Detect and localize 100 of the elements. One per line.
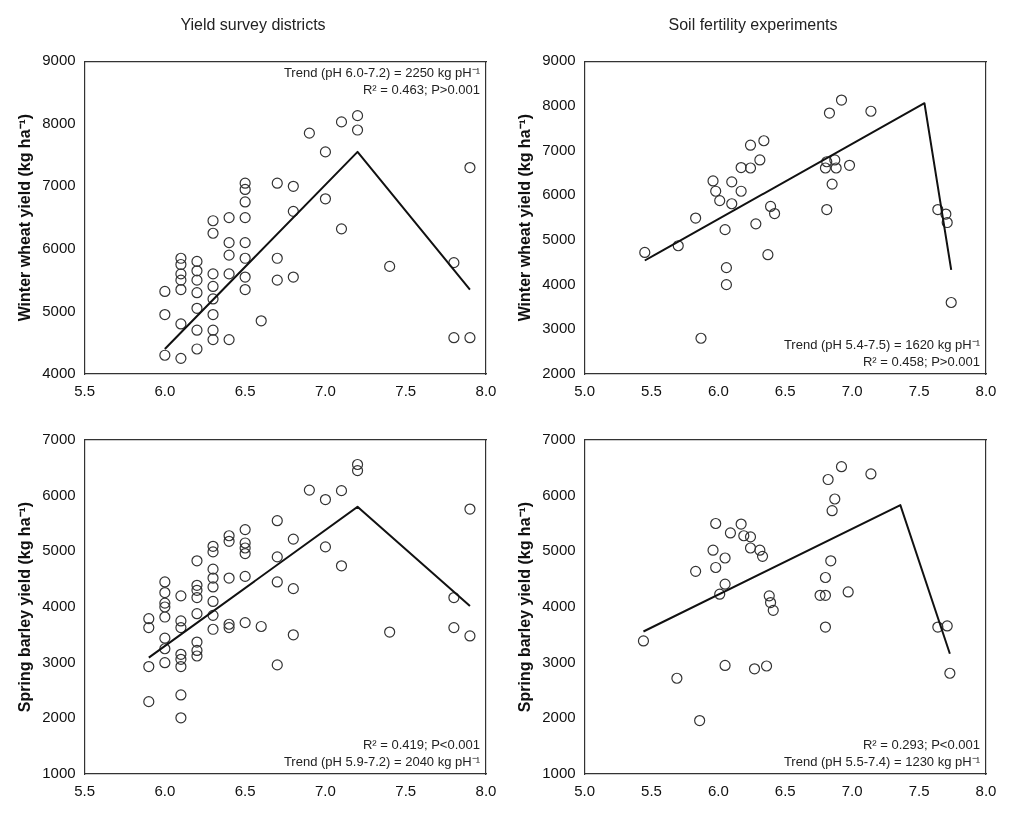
point bbox=[744, 139, 757, 151]
point bbox=[843, 159, 856, 171]
point bbox=[239, 252, 251, 264]
point bbox=[694, 714, 706, 727]
point bbox=[945, 296, 957, 309]
annotation: R² = 0.463; P>0.001 bbox=[362, 81, 480, 97]
chart-title: Yield survey districts bbox=[180, 16, 326, 34]
point bbox=[764, 596, 777, 609]
point bbox=[335, 223, 348, 235]
y-tick-label: 7000 bbox=[542, 430, 576, 448]
point bbox=[671, 672, 683, 684]
point bbox=[223, 237, 235, 249]
point bbox=[239, 183, 251, 196]
point bbox=[191, 324, 203, 336]
y-tick-label: 2000 bbox=[542, 708, 576, 726]
point bbox=[239, 212, 251, 224]
point bbox=[271, 252, 283, 264]
point bbox=[707, 544, 719, 556]
y-tick-label: 4000 bbox=[542, 274, 576, 292]
y-tick-label: 5000 bbox=[42, 541, 76, 559]
y-tick-label: 1000 bbox=[42, 764, 76, 782]
point bbox=[819, 621, 832, 633]
point bbox=[223, 249, 235, 261]
point bbox=[744, 162, 757, 174]
point bbox=[207, 268, 219, 280]
y-tick-label: 3000 bbox=[42, 652, 76, 670]
point bbox=[823, 107, 836, 119]
point bbox=[448, 257, 460, 269]
point bbox=[768, 207, 781, 220]
point bbox=[754, 544, 766, 556]
point bbox=[175, 268, 187, 280]
point bbox=[767, 604, 779, 616]
point bbox=[207, 280, 219, 293]
y-tick-label: 4000 bbox=[42, 364, 76, 382]
y-tick-label: 4000 bbox=[42, 597, 76, 615]
x-tick-label: 5.5 bbox=[74, 782, 95, 800]
point bbox=[756, 550, 769, 562]
point bbox=[159, 349, 171, 361]
y-tick-label: 3000 bbox=[542, 652, 576, 670]
point bbox=[287, 271, 299, 283]
y-tick-label: 8000 bbox=[42, 113, 76, 131]
point bbox=[271, 177, 283, 189]
x-tick-label: 6.5 bbox=[234, 382, 256, 400]
point bbox=[821, 156, 833, 168]
point bbox=[735, 185, 747, 197]
x-tick-label: 7.5 bbox=[908, 382, 930, 400]
point bbox=[191, 287, 203, 299]
point bbox=[175, 318, 187, 330]
point bbox=[175, 252, 187, 264]
point bbox=[159, 308, 171, 321]
x-tick-label: 5.0 bbox=[574, 382, 595, 400]
point bbox=[814, 589, 826, 601]
point bbox=[719, 224, 731, 236]
x-tick-label: 7.0 bbox=[841, 782, 863, 800]
point bbox=[271, 274, 283, 286]
point bbox=[319, 193, 332, 205]
point bbox=[207, 333, 219, 346]
x-tick-label: 6.0 bbox=[154, 382, 176, 400]
point bbox=[175, 258, 187, 271]
annotation: Trend (pH 5.4-7.5) = 1620 kg pH⁻¹ bbox=[783, 336, 981, 352]
point bbox=[719, 552, 731, 564]
annotation: R² = 0.458; P>0.001 bbox=[862, 353, 980, 369]
point bbox=[710, 517, 722, 530]
point bbox=[287, 180, 299, 192]
x-tick-label: 8.0 bbox=[475, 382, 497, 400]
point bbox=[207, 293, 219, 305]
point bbox=[255, 315, 267, 327]
y-tick-label: 5000 bbox=[42, 301, 76, 319]
point bbox=[750, 218, 762, 230]
point bbox=[464, 161, 476, 174]
point bbox=[932, 621, 944, 633]
point bbox=[207, 324, 219, 336]
x-tick-label: 5.5 bbox=[641, 782, 662, 800]
y-tick-label: 6000 bbox=[542, 485, 576, 503]
y-tick-label: 5000 bbox=[542, 541, 576, 559]
point bbox=[639, 246, 651, 259]
x-tick-label: 7.0 bbox=[841, 382, 863, 400]
point bbox=[351, 124, 364, 136]
point bbox=[175, 283, 187, 296]
point bbox=[191, 265, 203, 277]
point bbox=[207, 308, 219, 321]
point bbox=[762, 249, 774, 261]
point bbox=[319, 146, 332, 158]
point bbox=[223, 212, 235, 224]
point bbox=[726, 198, 738, 210]
point bbox=[175, 274, 187, 286]
point bbox=[239, 237, 251, 249]
point bbox=[191, 255, 203, 267]
point bbox=[748, 663, 761, 675]
y-tick-label: 7000 bbox=[42, 176, 76, 194]
y-tick-label: 8000 bbox=[542, 96, 576, 114]
x-tick-label: 8.0 bbox=[975, 382, 997, 400]
y-tick-label: 7000 bbox=[42, 430, 76, 448]
point bbox=[384, 260, 396, 272]
point bbox=[707, 175, 719, 187]
point bbox=[191, 302, 203, 314]
point bbox=[239, 177, 251, 189]
point bbox=[744, 531, 757, 543]
point bbox=[763, 590, 775, 602]
annotation: Trend (pH 6.0-7.2) = 2250 kg pH⁻¹ bbox=[283, 64, 481, 80]
